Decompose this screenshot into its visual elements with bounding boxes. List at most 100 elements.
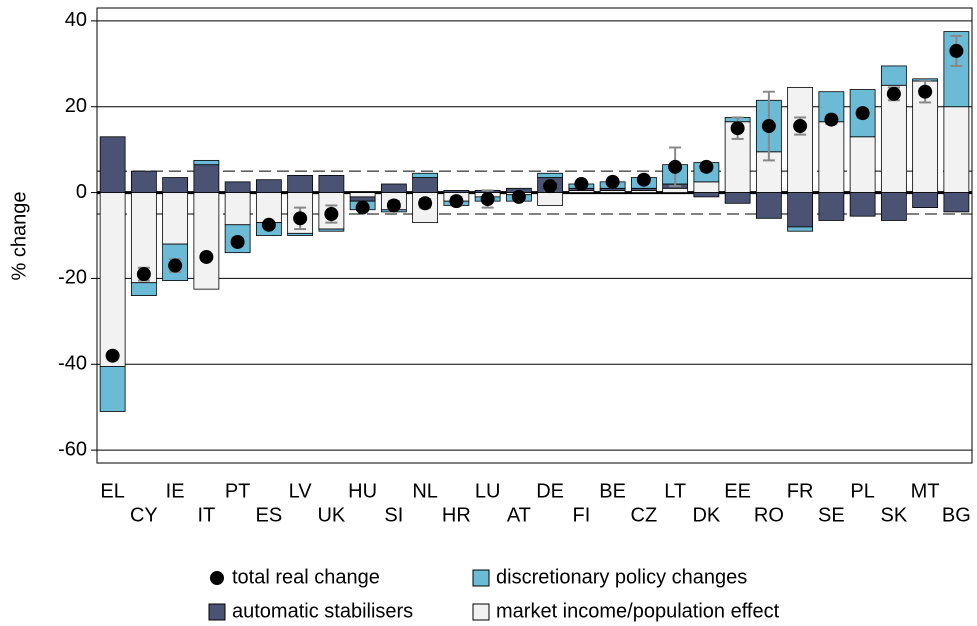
bar-segment	[193, 164, 220, 193]
x-tick-label: MT	[911, 480, 940, 502]
bar-segment	[99, 136, 126, 193]
bar-segment	[287, 232, 314, 236]
point	[136, 267, 151, 282]
y-axis-label: % change	[8, 192, 30, 281]
bar-segment	[818, 192, 845, 221]
point	[449, 194, 464, 209]
bar-segment	[787, 192, 814, 228]
point	[355, 200, 370, 215]
y-tick-label: 40	[65, 9, 87, 31]
x-tick-label: ES	[256, 504, 283, 526]
x-tick-label: DK	[692, 504, 720, 526]
bar-segment	[193, 159, 220, 166]
legend-swatch	[472, 603, 490, 621]
bar-segment	[537, 192, 564, 206]
bar-segment	[443, 190, 470, 193]
point	[511, 189, 526, 204]
point	[605, 174, 620, 189]
x-tick-label: HU	[348, 480, 377, 502]
point	[418, 196, 433, 211]
point	[824, 112, 839, 127]
bar-segment	[849, 136, 876, 193]
y-tick-label: -40	[58, 353, 87, 375]
y-tick-label: -20	[58, 267, 87, 289]
y-tick-label: -60	[58, 438, 87, 460]
x-tick-label: DE	[536, 480, 564, 502]
point	[761, 119, 776, 134]
bar-segment	[662, 187, 689, 193]
x-tick-label: CZ	[631, 504, 658, 526]
x-tick-label: RO	[754, 504, 784, 526]
bar-segment	[380, 183, 407, 193]
legend-label: automatic stabilisers	[232, 600, 413, 622]
x-tick-label: EL	[100, 480, 124, 502]
point	[199, 249, 214, 264]
bar-segment	[755, 192, 782, 219]
legend-swatch	[472, 569, 490, 587]
point	[949, 43, 964, 58]
bar-segment	[412, 177, 439, 193]
legend-marker	[210, 571, 224, 585]
x-tick-label: AT	[507, 504, 531, 526]
bar-segment	[412, 172, 439, 178]
bar-segment	[99, 366, 126, 412]
bar-segment	[130, 170, 157, 193]
x-tick-label: HR	[442, 504, 471, 526]
x-tick-label: PL	[850, 480, 874, 502]
bar-segment	[912, 192, 939, 208]
x-tick-label: SK	[881, 504, 908, 526]
bar-segment	[349, 196, 376, 202]
point	[105, 348, 120, 363]
bar-segment	[130, 282, 157, 296]
y-tick-label: 20	[65, 95, 87, 117]
point	[699, 159, 714, 174]
point	[324, 207, 339, 222]
bar-segment	[193, 192, 220, 290]
plot-frame	[96, 7, 973, 464]
bar-segment	[537, 172, 564, 178]
point	[480, 192, 495, 207]
x-tick-label: LT	[664, 480, 686, 502]
bar-segment	[693, 181, 720, 193]
x-tick-label: UK	[317, 504, 345, 526]
point	[668, 159, 683, 174]
x-tick-label: EE	[724, 480, 751, 502]
bar-segment	[880, 65, 907, 86]
x-tick-label: FI	[572, 504, 590, 526]
bar-segment	[349, 192, 376, 198]
bar-segment	[818, 121, 845, 193]
point	[168, 258, 183, 273]
bar-segment	[880, 192, 907, 221]
point	[230, 234, 245, 249]
bar-segment	[287, 175, 314, 193]
bar-segment	[162, 192, 189, 245]
x-tick-label: PT	[225, 480, 251, 502]
x-tick-label: BG	[942, 504, 971, 526]
x-tick-label: SI	[384, 504, 403, 526]
bar-segment	[943, 192, 970, 213]
bar-segment	[99, 192, 126, 367]
point	[543, 179, 558, 194]
bar-segment	[849, 192, 876, 217]
x-tick-label: NL	[412, 480, 438, 502]
legend-swatch	[208, 603, 226, 621]
bar-segment	[880, 84, 907, 193]
point	[261, 217, 276, 232]
x-tick-label: FR	[787, 480, 814, 502]
bar-segment	[787, 87, 814, 193]
legend-label: market income/population effect	[496, 600, 780, 622]
bar-segment	[318, 175, 345, 193]
point	[574, 176, 589, 191]
bar-segment	[162, 177, 189, 193]
bar-segment	[255, 179, 282, 193]
x-tick-label: CY	[130, 504, 158, 526]
bar-segment	[224, 181, 251, 193]
point	[293, 211, 308, 226]
bar-segment	[724, 192, 751, 204]
y-tick-label: 0	[76, 181, 87, 203]
x-tick-label: LV	[289, 480, 313, 502]
x-tick-label: LU	[475, 480, 501, 502]
x-tick-label: SE	[818, 504, 845, 526]
point	[918, 84, 933, 99]
